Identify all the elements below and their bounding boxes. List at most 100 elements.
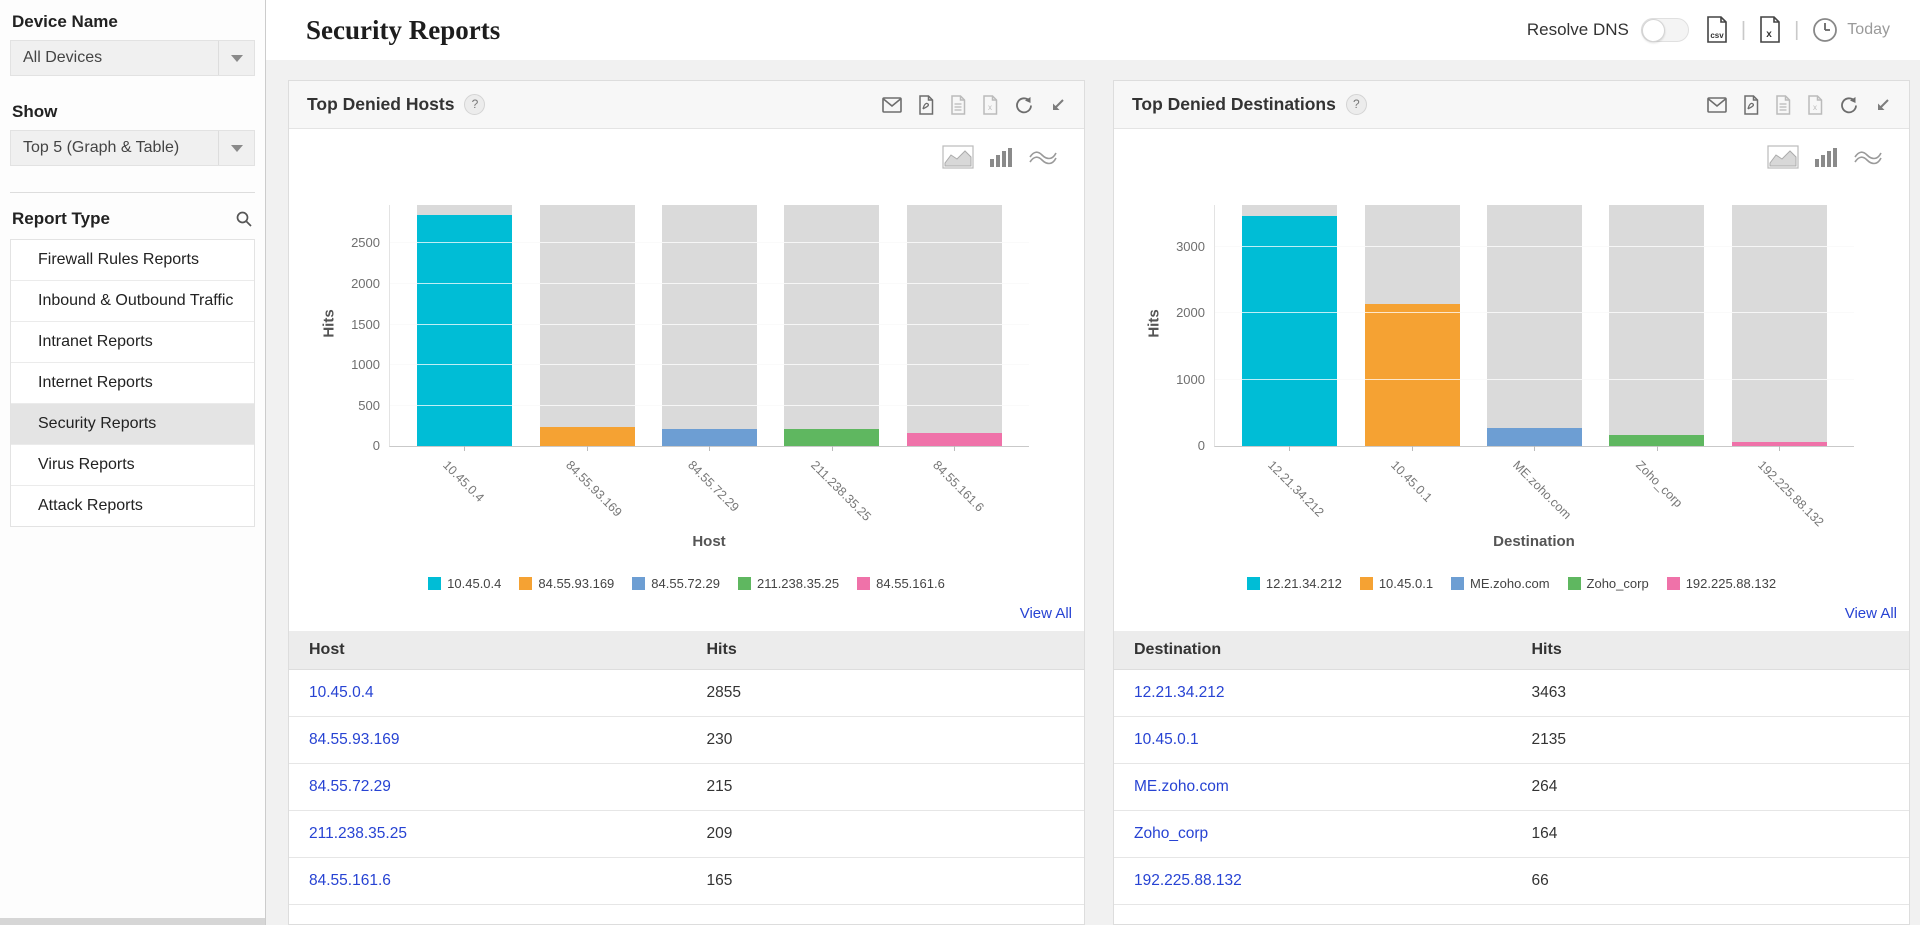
help-icon[interactable]: ? bbox=[1345, 94, 1367, 115]
area-chart-icon[interactable] bbox=[942, 145, 974, 175]
legend-label: Zoho_corp bbox=[1586, 575, 1649, 591]
pdf-export-icon[interactable] bbox=[918, 94, 934, 115]
host-link[interactable]: 211.238.35.25 bbox=[289, 810, 687, 858]
table-row: 12.21.34.212 3463 bbox=[1114, 669, 1909, 717]
view-all-link[interactable]: View All bbox=[1019, 605, 1072, 622]
clock-icon[interactable] bbox=[1811, 16, 1839, 44]
legend-label: 84.55.72.29 bbox=[651, 575, 720, 591]
legend-item-211-238-35-25[interactable]: 211.238.35.25 bbox=[737, 576, 839, 591]
device-select-caret[interactable] bbox=[218, 41, 254, 75]
sidebar-item-inbound-outbound-traffic[interactable]: Inbound & Outbound Traffic bbox=[11, 281, 254, 322]
bar-zoho-corp[interactable] bbox=[1609, 435, 1705, 446]
legend-item-10-45-0-4[interactable]: 10.45.0.4 bbox=[428, 576, 501, 591]
y-axis-tick-label: 0 bbox=[372, 438, 380, 453]
legend-item-12-21-34-212[interactable]: 12.21.34.212 bbox=[1246, 575, 1342, 591]
sidebar-item-intranet-reports[interactable]: Intranet Reports bbox=[11, 322, 254, 363]
x-axis-label: Zoho_corp bbox=[1632, 458, 1685, 511]
x-axis-title: Destination bbox=[1493, 533, 1575, 550]
destination-link[interactable]: 192.225.88.132 bbox=[1114, 857, 1512, 905]
report-type-label: Report Type bbox=[12, 209, 110, 228]
excel-export-icon[interactable]: x bbox=[982, 94, 998, 115]
legend-item-84-55-72-29[interactable]: 84.55.72.29 bbox=[632, 576, 720, 591]
excel-export-icon[interactable]: x bbox=[1807, 94, 1823, 115]
column-header-hits: Hits bbox=[686, 631, 1084, 670]
document-export-icon[interactable] bbox=[950, 94, 966, 115]
bar-211-238-35-25[interactable] bbox=[784, 429, 880, 446]
document-export-icon[interactable] bbox=[1775, 94, 1791, 115]
destination-link[interactable]: ME.zoho.com bbox=[1114, 763, 1512, 811]
gridline bbox=[1215, 378, 1854, 380]
legend-label: 84.55.93.169 bbox=[538, 575, 615, 591]
sidebar-bottom-strip bbox=[0, 918, 265, 925]
sidebar: Device Name All Devices Show Top 5 (Grap… bbox=[0, 0, 266, 925]
host-link[interactable]: 84.55.72.29 bbox=[289, 763, 687, 811]
legend-item-zoho-corp[interactable]: Zoho_corp bbox=[1567, 575, 1649, 591]
sidebar-item-internet-reports[interactable]: Internet Reports bbox=[11, 363, 254, 404]
show-select[interactable]: Top 5 (Graph & Table) bbox=[10, 130, 255, 166]
host-link[interactable]: 84.55.161.6 bbox=[289, 857, 687, 905]
detach-icon[interactable] bbox=[1875, 97, 1891, 113]
sidebar-item-attack-reports[interactable]: Attack Reports bbox=[38, 497, 143, 514]
bar-84-55-93-169[interactable] bbox=[539, 427, 635, 446]
panels-row: Top Denied Hosts ? x bbox=[266, 60, 1920, 925]
search-icon[interactable] bbox=[235, 210, 253, 228]
line-chart-icon[interactable] bbox=[1028, 145, 1058, 175]
column-header-hits: Hits bbox=[1511, 631, 1909, 670]
bar-192-225-88-132[interactable] bbox=[1731, 441, 1827, 446]
host-link[interactable]: 10.45.0.4 bbox=[289, 669, 687, 717]
bar-10-45-0-4[interactable] bbox=[417, 214, 513, 446]
excel-export-icon[interactable]: x bbox=[1758, 16, 1782, 44]
table-header-row: Destination Hits bbox=[1114, 631, 1909, 670]
bar-chart-icon[interactable] bbox=[988, 145, 1014, 175]
chevron-down-icon bbox=[230, 144, 243, 152]
destination-link[interactable]: Zoho_corp bbox=[1114, 810, 1512, 858]
refresh-icon[interactable] bbox=[1014, 95, 1034, 115]
panel-actions: x bbox=[882, 94, 1066, 115]
email-icon[interactable] bbox=[882, 96, 902, 113]
x-axis-label-slot: 211.238.35.25 bbox=[784, 446, 879, 533]
pdf-export-icon[interactable] bbox=[1743, 94, 1759, 115]
bar-12-21-34-212[interactable] bbox=[1242, 216, 1338, 446]
detach-icon[interactable] bbox=[1050, 97, 1066, 113]
sidebar-item-virus-reports[interactable]: Virus Reports bbox=[11, 445, 254, 486]
bar-chart-icon[interactable] bbox=[1813, 145, 1839, 175]
legend-item-84-55-93-169[interactable]: 84.55.93.169 bbox=[519, 576, 614, 591]
legend-label: 12.21.34.212 bbox=[1265, 575, 1342, 591]
chart-top-denied-destinations: Hits 0 1000 2000 3000 12.21.34.212 10.45.0.1… bbox=[1114, 175, 1909, 603]
column-header-destination: Destination bbox=[1114, 631, 1512, 670]
sidebar-divider bbox=[10, 192, 255, 193]
area-chart-icon[interactable] bbox=[1767, 145, 1799, 175]
legend-item-192-225-88-132[interactable]: 192.225.88.132 bbox=[1666, 576, 1776, 591]
bar-10-45-0-1[interactable] bbox=[1364, 304, 1460, 446]
show-select-caret[interactable] bbox=[218, 131, 254, 165]
host-link[interactable]: 84.55.93.169 bbox=[289, 716, 687, 764]
chart-type-switcher bbox=[1114, 129, 1909, 175]
table-row: 84.55.72.29 215 bbox=[289, 763, 1084, 811]
destination-link[interactable]: 12.21.34.212 bbox=[1114, 669, 1512, 717]
top-denied-destinations-table: Destination Hits 12.21.34.212 3463 10.45.0.1… bbox=[1114, 631, 1909, 905]
destination-link[interactable]: 10.45.0.1 bbox=[1114, 716, 1512, 764]
hits-value: 215 bbox=[686, 763, 1084, 811]
column-header-host: Host bbox=[289, 631, 687, 670]
email-icon[interactable] bbox=[1707, 96, 1727, 113]
resolve-dns-label: Resolve DNS bbox=[1526, 20, 1629, 39]
csv-export-icon[interactable]: csv bbox=[1705, 16, 1729, 44]
x-axis-label: 211.238.35.25 bbox=[807, 458, 874, 524]
resolve-dns-toggle[interactable] bbox=[1640, 18, 1689, 42]
view-all-link[interactable]: View All bbox=[1844, 605, 1897, 622]
hits-value: 165 bbox=[686, 857, 1084, 905]
legend-item-84-55-161-6[interactable]: 84.55.161.6 bbox=[857, 576, 945, 591]
legend-label: 10.45.0.4 bbox=[447, 575, 502, 591]
legend-item-me-zoho-com[interactable]: ME.zoho.com bbox=[1451, 576, 1550, 591]
sidebar-item-security-reports[interactable]: Security Reports bbox=[11, 404, 254, 445]
bar-me-zoho-com[interactable] bbox=[1486, 428, 1582, 446]
bar-84-55-161-6[interactable] bbox=[906, 432, 1002, 446]
help-icon[interactable]: ? bbox=[464, 94, 486, 115]
line-chart-icon[interactable] bbox=[1853, 145, 1883, 175]
device-select[interactable]: All Devices bbox=[10, 40, 255, 76]
bar-84-55-72-29[interactable] bbox=[661, 428, 757, 446]
table-row: Zoho_corp 164 bbox=[1114, 810, 1909, 858]
legend-item-10-45-0-1[interactable]: 10.45.0.1 bbox=[1359, 576, 1433, 591]
refresh-icon[interactable] bbox=[1839, 95, 1859, 115]
sidebar-item-firewall-rules-reports[interactable]: Firewall Rules Reports bbox=[11, 240, 254, 281]
